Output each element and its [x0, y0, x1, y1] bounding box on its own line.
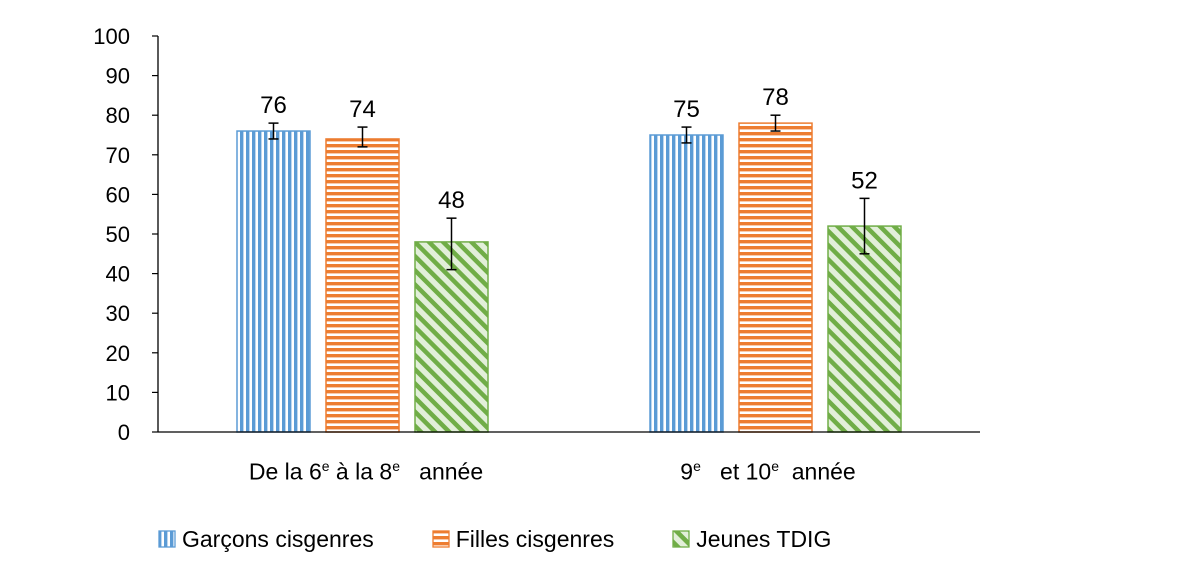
y-tick-label: 10 — [106, 380, 130, 405]
y-tick-label: 20 — [106, 341, 130, 366]
category-text: 9 — [680, 458, 694, 485]
legend-swatch — [432, 530, 450, 548]
y-tick-label: 30 — [106, 301, 130, 326]
legend-label: Filles cisgenres — [455, 525, 615, 552]
superscript: e — [771, 458, 779, 474]
data-labels: 76 75 74 78 48 52 — [260, 84, 878, 214]
x-category-label: De la 6e à la 8e année — [249, 458, 483, 486]
data-label-2-0: 48 — [438, 187, 465, 214]
data-label-0-0: 76 — [260, 92, 287, 119]
y-tick-label: 0 — [118, 420, 130, 445]
legend-item: Filles cisgenres — [432, 525, 615, 553]
bar-0-1 — [649, 134, 724, 433]
superscript: e — [392, 458, 400, 474]
bars — [236, 122, 902, 433]
axis-lines — [157, 36, 980, 433]
bar-1-0 — [325, 138, 400, 433]
y-tick-label: 80 — [106, 103, 130, 128]
category-text: et 10 — [700, 458, 772, 485]
data-label-1-1: 78 — [762, 84, 789, 111]
category-text: De la 6 — [248, 458, 322, 485]
y-tick-label: 50 — [106, 222, 130, 247]
legend-label: Garçons cisgenres — [182, 525, 374, 552]
data-label-1-0: 74 — [349, 96, 376, 123]
data-label-0-1: 75 — [673, 96, 700, 123]
y-tick-label: 40 — [106, 262, 130, 287]
legend-label: Jeunes TDIG — [696, 525, 832, 552]
legend-swatch — [158, 530, 176, 548]
bar-2-1 — [827, 225, 902, 433]
y-tick-label: 70 — [106, 143, 130, 168]
legend: Garçons cisgenres Filles cisgenres Jeunes … — [158, 519, 831, 559]
bar-chart: 0 10 20 30 40 50 60 70 80 90 100 76 75 74 78 48 52 — [93, 24, 980, 445]
superscript: e — [693, 458, 701, 474]
bar-0-0 — [236, 130, 311, 433]
data-label-2-1: 52 — [851, 167, 878, 194]
category-text: à la 8 — [329, 458, 393, 485]
y-tick-label: 100 — [93, 24, 130, 49]
category-text: année — [399, 458, 484, 485]
bar-1-1 — [738, 122, 813, 433]
x-category-label: 9e et 10e année — [680, 458, 855, 486]
y-tick-label: 90 — [106, 64, 130, 89]
y-axis: 0 10 20 30 40 50 60 70 80 90 100 — [93, 24, 158, 445]
superscript: e — [321, 458, 330, 474]
y-tick-label: 60 — [106, 182, 130, 207]
legend-swatch — [672, 530, 690, 548]
legend-item: Jeunes TDIG — [672, 526, 831, 553]
category-text: année — [778, 458, 856, 485]
legend-item: Garçons cisgenres — [158, 526, 374, 553]
error-bars — [268, 114, 870, 271]
bar-2-0 — [414, 241, 489, 433]
